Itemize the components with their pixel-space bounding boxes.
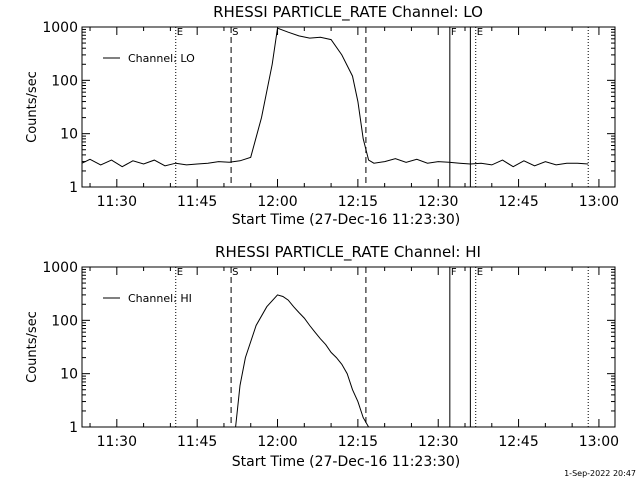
x-axis-label: Start Time (27-Dec-16 11:23:30)	[232, 454, 460, 470]
x-tick-label: 13:00	[579, 194, 619, 210]
x-axis-label: Start Time (27-Dec-16 11:23:30)	[232, 212, 460, 228]
y-tick-label: 10	[60, 367, 78, 383]
marker-label: E	[177, 267, 183, 278]
footer-timestamp: 1-Sep-2022 20:47	[564, 469, 636, 478]
marker-label: F	[451, 27, 457, 38]
x-tick-label: 11:45	[177, 434, 217, 450]
marker-label: E	[477, 267, 483, 278]
x-tick-label: 12:00	[257, 194, 297, 210]
x-tick-label: 11:30	[97, 434, 137, 450]
chart-title: RHESSI PARTICLE_RATE Channel: LO	[213, 3, 483, 22]
marker-label: E	[177, 27, 183, 38]
y-axis-label: Counts/sec	[25, 71, 40, 143]
marker-label: S	[232, 267, 238, 278]
y-axis-ticks: 1 10 100 1000	[42, 20, 615, 196]
x-tick-label: 13:00	[579, 434, 619, 450]
x-tick-label: 12:15	[338, 194, 378, 210]
y-axis-ticks: 1 10 100 1000	[42, 260, 615, 436]
x-axis-ticks: 11:30 11:45 12:00 12:15 12:30 12:45 13:00	[89, 267, 619, 450]
legend-label: Channel: LO	[128, 52, 195, 65]
y-tick-label: 1000	[42, 260, 78, 276]
y-tick-label: 10	[60, 127, 78, 143]
series-line-lo	[81, 27, 589, 168]
x-tick-label: 11:45	[177, 194, 217, 210]
x-tick-label: 12:30	[418, 434, 458, 450]
x-tick-label: 11:30	[97, 194, 137, 210]
x-tick-label: 12:00	[257, 434, 297, 450]
y-tick-label: 100	[51, 73, 78, 89]
y-tick-label: 1	[69, 420, 78, 436]
x-axis-ticks: 11:30 11:45 12:00 12:15 12:30 12:45 13:00	[89, 27, 619, 210]
marker-label: F	[451, 267, 457, 278]
x-tick-label: 12:30	[418, 194, 458, 210]
plot-frame	[81, 26, 616, 188]
y-tick-label: 1	[69, 180, 78, 196]
y-axis-label: Counts/sec	[25, 311, 40, 383]
x-tick-label: 12:45	[498, 434, 538, 450]
x-tick-label: 12:45	[498, 194, 538, 210]
y-tick-label: 1000	[42, 20, 78, 36]
marker-label: E	[477, 27, 483, 38]
legend-label: Channel: HI	[128, 292, 192, 305]
marker-label: S	[232, 27, 238, 38]
x-tick-label: 12:15	[338, 434, 378, 450]
y-tick-label: 100	[51, 313, 78, 329]
plot-frame	[81, 266, 616, 428]
chart-title: RHESSI PARTICLE_RATE Channel: HI	[215, 243, 481, 262]
series-line-hi	[235, 294, 370, 428]
